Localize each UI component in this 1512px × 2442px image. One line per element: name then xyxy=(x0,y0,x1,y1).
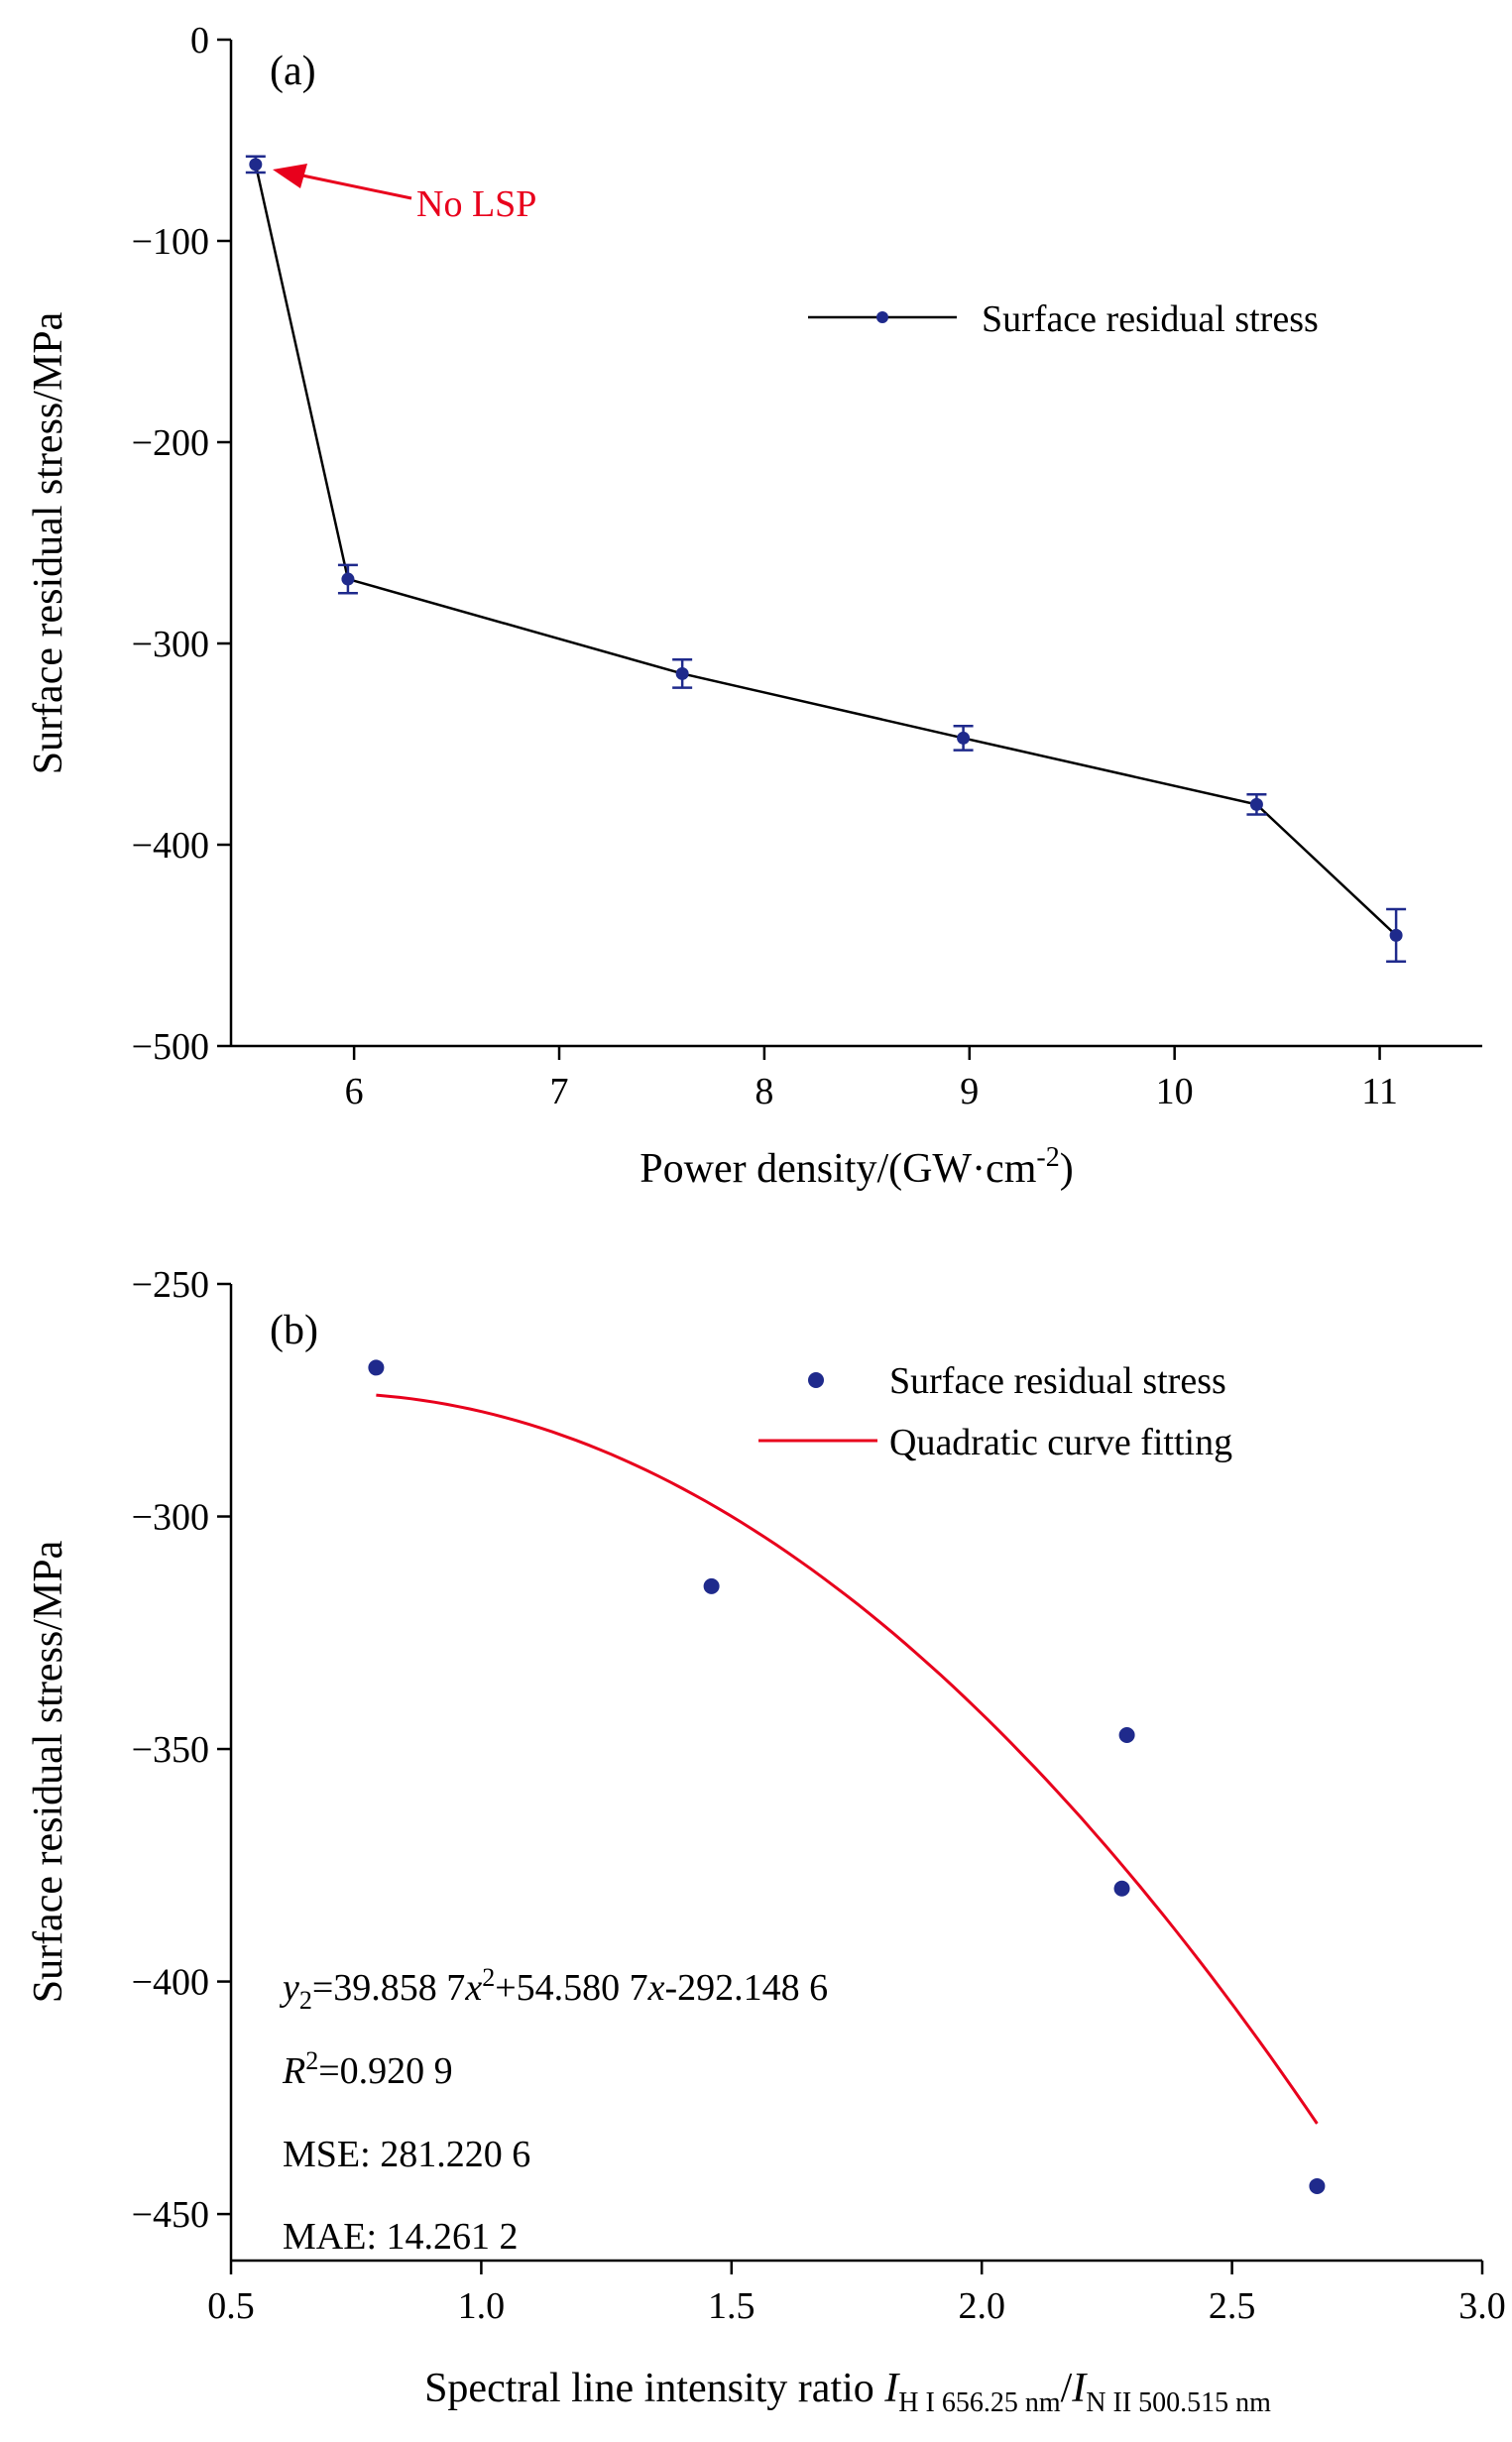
x-tick-label-a: 11 xyxy=(1361,1071,1398,1112)
y-tick-label-b: −300 xyxy=(132,1497,209,1539)
x-axis-label-a-main: Power density/(GW·cm xyxy=(640,1146,1036,1192)
fit-r2: R2=0.920 9 xyxy=(282,2046,453,2092)
data-point-a xyxy=(957,731,971,745)
data-point-b xyxy=(1113,1880,1130,1897)
x-tick-label-b: 3.0 xyxy=(1458,2285,1506,2327)
legend-a-marker xyxy=(876,311,888,323)
data-point-a xyxy=(341,572,355,586)
data-point-a xyxy=(249,158,263,172)
y-tick-label-a: −300 xyxy=(132,624,209,665)
eq-b: +54.580 7 xyxy=(495,1967,647,2009)
y-tick-label-a: −400 xyxy=(132,825,209,867)
x-tick-label-a: 8 xyxy=(755,1071,773,1112)
data-point-a xyxy=(675,666,689,680)
y-tick-label-b: −350 xyxy=(132,1729,209,1771)
x-tick-label-a: 6 xyxy=(345,1071,364,1112)
series-line-a xyxy=(254,164,1397,937)
eq-sup: 2 xyxy=(482,1963,495,1992)
x-tick-label-a: 9 xyxy=(960,1071,979,1112)
y-tick-label-a: −100 xyxy=(132,221,209,263)
y-tick-label-a: −500 xyxy=(132,1026,209,1068)
panel-label-a: (a) xyxy=(270,49,316,94)
fit-curve-b xyxy=(376,1393,1319,2125)
legend-b: Surface residual stress Quadratic curve … xyxy=(758,1360,1232,1463)
chart-panel-b: 0.5 1.0 1.5 2.0 2.5 3.0 −250−300−350−400−450 … xyxy=(26,1264,1506,2418)
data-point-b xyxy=(368,1359,385,1376)
data-point-b xyxy=(1118,1726,1135,1743)
y-axis-label-b: Surface residual stress/MPa xyxy=(26,1540,71,2003)
y-tick-label-a: −200 xyxy=(132,422,209,464)
legend-b-marker-scatter xyxy=(808,1372,824,1388)
x-axis-label-a-tail: ) xyxy=(1060,1146,1074,1192)
x-axis-label-b-main: Spectral line intensity ratio xyxy=(424,2366,884,2411)
x-tick-label-b: 0.5 xyxy=(207,2285,255,2327)
x-axis-label-b-slash: / xyxy=(1061,2366,1073,2411)
x-axis-label-b-sub1: H I 656.25 nm xyxy=(898,2387,1061,2418)
x-tick-label-a: 10 xyxy=(1156,1071,1194,1112)
fit-statistics: y2=39.858 7x2+54.580 7x-292.148 6 R2=0.9… xyxy=(279,1963,828,2258)
annotation-no-lsp: No LSP xyxy=(273,164,536,225)
data-point-a xyxy=(1389,928,1403,942)
fit-mse: MSE: 281.220 6 xyxy=(283,2134,530,2175)
data-point-b xyxy=(1309,2177,1326,2194)
data-point-b xyxy=(703,1577,720,1594)
annotation-text: No LSP xyxy=(416,183,536,225)
x-axis-label-a-sup: -2 xyxy=(1036,1142,1059,1173)
x-tick-label-b: 1.5 xyxy=(708,2285,756,2327)
fit-equation: y2=39.858 7x2+54.580 7x-292.148 6 xyxy=(279,1963,828,2015)
eq-x1: x xyxy=(464,1967,482,2009)
x-tick-label-b: 2.0 xyxy=(958,2285,1005,2327)
y-tick-label-a: 0 xyxy=(190,20,209,61)
legend-b-label-scatter: Surface residual stress xyxy=(889,1360,1226,1402)
y-tick-label-b: −400 xyxy=(132,1962,209,2004)
legend-a-label: Surface residual stress xyxy=(982,298,1319,340)
x-axis-label-b: Spectral line intensity ratio IH I 656.2… xyxy=(424,2366,1271,2418)
eq-c: -292.148 6 xyxy=(665,1967,829,2009)
r2-R: R xyxy=(282,2050,305,2092)
legend-b-label-fit: Quadratic curve fitting xyxy=(889,1422,1232,1463)
chart-panel-a: 6 7 8 9 10 11 0 −100 −200 −300 −400 −500 (a) Power… xyxy=(26,20,1482,1192)
legend-a: Surface residual stress xyxy=(808,298,1319,340)
x-axis-label-b-sub2: N II 500.515 nm xyxy=(1086,2387,1271,2418)
y-axis-label-a: Surface residual stress/MPa xyxy=(26,311,71,774)
annotation-arrow-head xyxy=(273,164,307,188)
annotation-arrow-line xyxy=(301,174,412,200)
x-tick-label-b: 1.0 xyxy=(458,2285,506,2327)
eq-x2: x xyxy=(647,1967,665,2009)
x-axis-label-b-I2: I xyxy=(1071,2366,1088,2411)
x-tick-label-a: 7 xyxy=(550,1071,569,1112)
x-tick-label-b: 2.5 xyxy=(1209,2285,1256,2327)
y-tick-label-b: −250 xyxy=(132,1264,209,1306)
data-point-a xyxy=(1249,797,1263,811)
eq-sub: 2 xyxy=(299,1986,312,2015)
eq-a: =39.858 7 xyxy=(312,1967,465,2009)
eq-y: y xyxy=(279,1967,299,2009)
panel-label-b: (b) xyxy=(270,1308,318,1353)
r2-val: =0.920 9 xyxy=(318,2050,452,2092)
x-axis-label-b-I1: I xyxy=(883,2366,900,2411)
fit-mae: MAE: 14.261 2 xyxy=(283,2216,519,2258)
x-axis-label-a: Power density/(GW·cm-2) xyxy=(640,1142,1073,1192)
y-tick-label-b: −450 xyxy=(132,2194,209,2236)
r2-sup: 2 xyxy=(305,2046,318,2075)
